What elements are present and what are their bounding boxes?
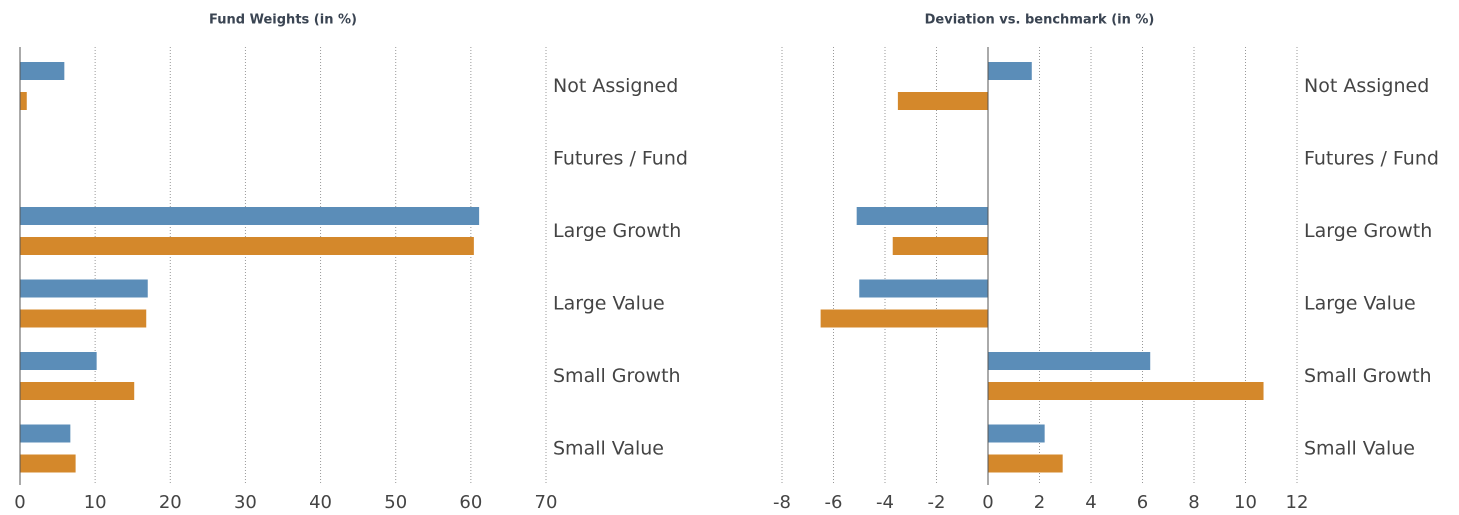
x-tick-label: -4: [876, 492, 894, 513]
x-tick-label: 30: [234, 492, 257, 513]
category-label: Large Value: [553, 292, 665, 314]
x-tick-label: 10: [84, 492, 107, 513]
x-tick-label: 8: [1188, 492, 1199, 513]
category-label: Futures / Fund: [553, 147, 688, 169]
x-tick-label: 20: [159, 492, 182, 513]
bar: [897, 92, 988, 110]
bar: [20, 309, 147, 328]
bar: [20, 92, 27, 110]
bar: [20, 352, 97, 370]
bar: [820, 309, 988, 328]
bar: [859, 279, 988, 298]
chart-title: Deviation vs. benchmark (in %): [925, 13, 1155, 28]
category-label: Small Growth: [553, 365, 681, 387]
x-tick-label: 40: [309, 492, 332, 513]
category-label: Futures / Fund: [1304, 147, 1439, 169]
x-tick-label: 0: [982, 492, 993, 513]
x-tick-label: -2: [928, 492, 946, 513]
x-tick-label: 10: [1234, 492, 1257, 513]
bar: [20, 62, 65, 80]
x-tick-label: 4: [1085, 492, 1096, 513]
bar: [20, 207, 480, 225]
bar: [988, 424, 1045, 443]
bar: [856, 207, 988, 225]
bar: [988, 352, 1151, 370]
bar: [892, 237, 988, 255]
x-tick-label: 6: [1137, 492, 1148, 513]
category-label: Not Assigned: [553, 75, 678, 97]
x-tick-label: 60: [459, 492, 482, 513]
category-label: Small Growth: [1304, 365, 1432, 387]
bar: [988, 454, 1063, 473]
x-tick-label: -8: [773, 492, 791, 513]
bar: [20, 279, 148, 298]
chart-title: Fund Weights (in %): [209, 13, 357, 28]
bar: [20, 237, 474, 255]
category-label: Small Value: [1304, 437, 1415, 459]
category-label: Not Assigned: [1304, 75, 1429, 97]
category-label: Large Growth: [1304, 220, 1432, 242]
bar: [20, 454, 76, 473]
x-tick-label: 50: [384, 492, 407, 513]
x-tick-label: 12: [1286, 492, 1309, 513]
x-tick-label: 0: [14, 492, 25, 513]
x-tick-label: 2: [1034, 492, 1045, 513]
category-label: Large Growth: [553, 220, 681, 242]
category-label: Large Value: [1304, 292, 1416, 314]
bar: [20, 424, 71, 443]
bar: [20, 382, 135, 400]
x-tick-label: -6: [825, 492, 843, 513]
category-label: Small Value: [553, 437, 664, 459]
x-tick-label: 70: [535, 492, 558, 513]
bar: [988, 382, 1264, 400]
bar: [988, 62, 1032, 80]
